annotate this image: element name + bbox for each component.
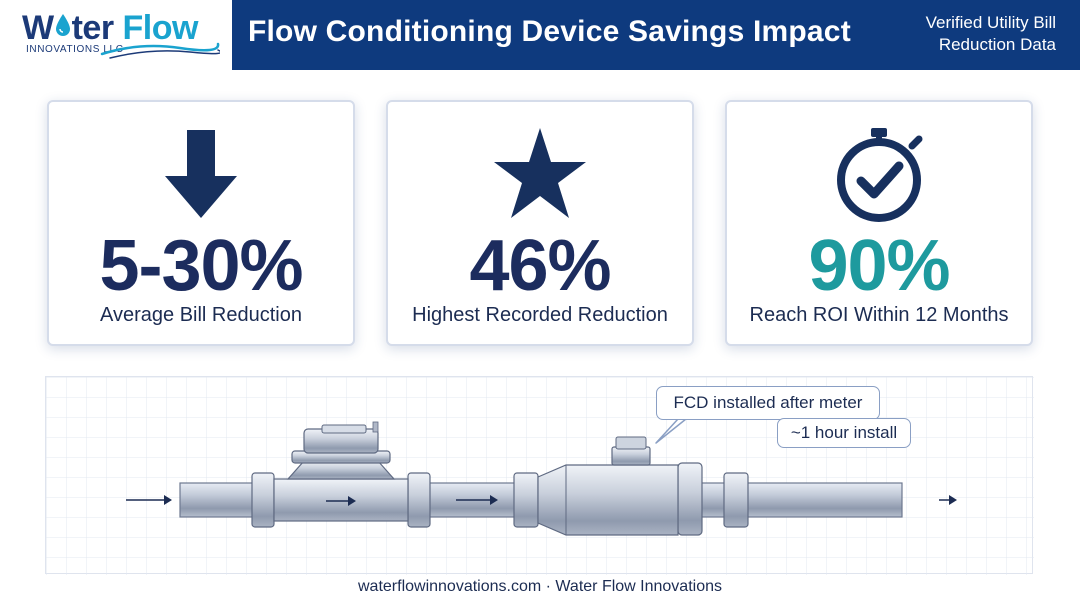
stat-value: 46% — [469, 226, 611, 306]
page-subtitle: Verified Utility Bill Reduction Data — [925, 13, 1056, 54]
stat-label: Reach ROI Within 12 Months — [749, 304, 1009, 326]
water-meter-icon — [273, 421, 409, 522]
pipe-illustration — [46, 377, 1034, 575]
logo-swoosh-icon — [100, 42, 220, 59]
stat-value: 90% — [808, 226, 950, 306]
title-bar: Flow Conditioning Device Savings Impact … — [232, 0, 1080, 70]
logo-subtitle: INNOVATIONS LLC — [26, 44, 124, 55]
callout-install-time: ~1 hour install — [777, 418, 911, 448]
flow-arrow-middle-icon — [456, 495, 498, 505]
installation-diagram: FCD installed after meter ~1 hour instal… — [45, 376, 1034, 575]
flow-conditioning-device-icon — [537, 436, 679, 536]
stat-label: Average Bill Reduction — [100, 304, 302, 326]
callout-fcd-installed: FCD installed after meter — [656, 386, 880, 420]
flow-arrow-right-icon — [939, 495, 957, 505]
stat-card-average-reduction: 5-30% Average Bill Reduction — [47, 100, 355, 346]
stat-card-roi: 90% Reach ROI Within 12 Months — [725, 100, 1033, 346]
clock-check-icon — [837, 128, 923, 222]
stat-value: 5-30% — [99, 226, 303, 306]
stat-label: Highest Recorded Reduction — [412, 304, 668, 326]
down-arrow-icon — [165, 130, 237, 218]
star-icon — [494, 128, 586, 218]
flow-arrow-left-icon — [126, 495, 172, 505]
water-drop-icon — [56, 14, 70, 36]
stat-card-highest-reduction: 46% Highest Recorded Reduction — [386, 100, 694, 346]
page-title: Flow Conditioning Device Savings Impact — [248, 15, 851, 48]
footer: waterflowinnovations.com · Water Flow In… — [358, 578, 722, 595]
